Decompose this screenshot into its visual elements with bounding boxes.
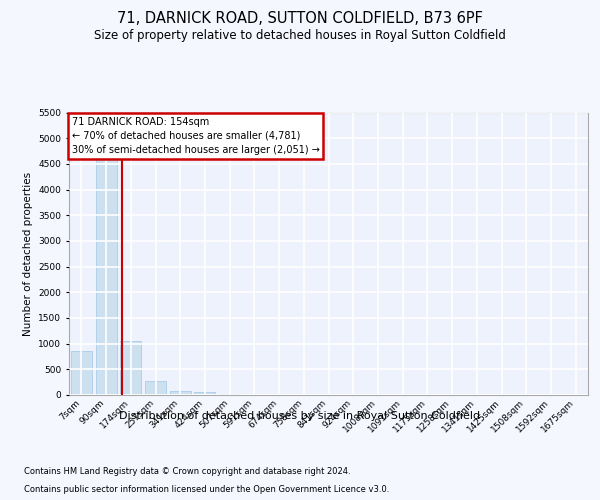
Text: Contains public sector information licensed under the Open Government Licence v3: Contains public sector information licen…	[24, 484, 389, 494]
Bar	[170, 391, 191, 395]
Text: Distribution of detached houses by size in Royal Sutton Coldfield: Distribution of detached houses by size …	[119, 411, 481, 421]
Text: Contains HM Land Registry data © Crown copyright and database right 2024.: Contains HM Land Registry data © Crown c…	[24, 467, 350, 476]
Bar	[71, 352, 92, 395]
Bar	[194, 392, 215, 395]
Text: Size of property relative to detached houses in Royal Sutton Coldfield: Size of property relative to detached ho…	[94, 28, 506, 42]
Bar	[120, 341, 141, 395]
Text: 71, DARNICK ROAD, SUTTON COLDFIELD, B73 6PF: 71, DARNICK ROAD, SUTTON COLDFIELD, B73 …	[117, 11, 483, 26]
Text: 71 DARNICK ROAD: 154sqm
← 70% of detached houses are smaller (4,781)
30% of semi: 71 DARNICK ROAD: 154sqm ← 70% of detache…	[71, 116, 319, 154]
Y-axis label: Number of detached properties: Number of detached properties	[23, 172, 33, 336]
Bar	[219, 394, 240, 395]
Bar	[95, 150, 116, 395]
Bar	[145, 380, 166, 395]
